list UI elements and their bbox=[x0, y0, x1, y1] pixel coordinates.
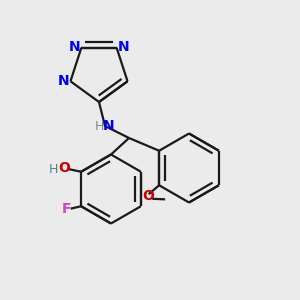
Text: O: O bbox=[58, 161, 70, 176]
Text: N: N bbox=[117, 40, 129, 54]
Text: H: H bbox=[49, 163, 58, 176]
Text: N: N bbox=[69, 40, 81, 54]
Text: N: N bbox=[58, 74, 70, 88]
Text: N: N bbox=[103, 119, 115, 133]
Text: F: F bbox=[61, 202, 71, 216]
Text: O: O bbox=[143, 189, 154, 203]
Text: H: H bbox=[95, 120, 104, 133]
